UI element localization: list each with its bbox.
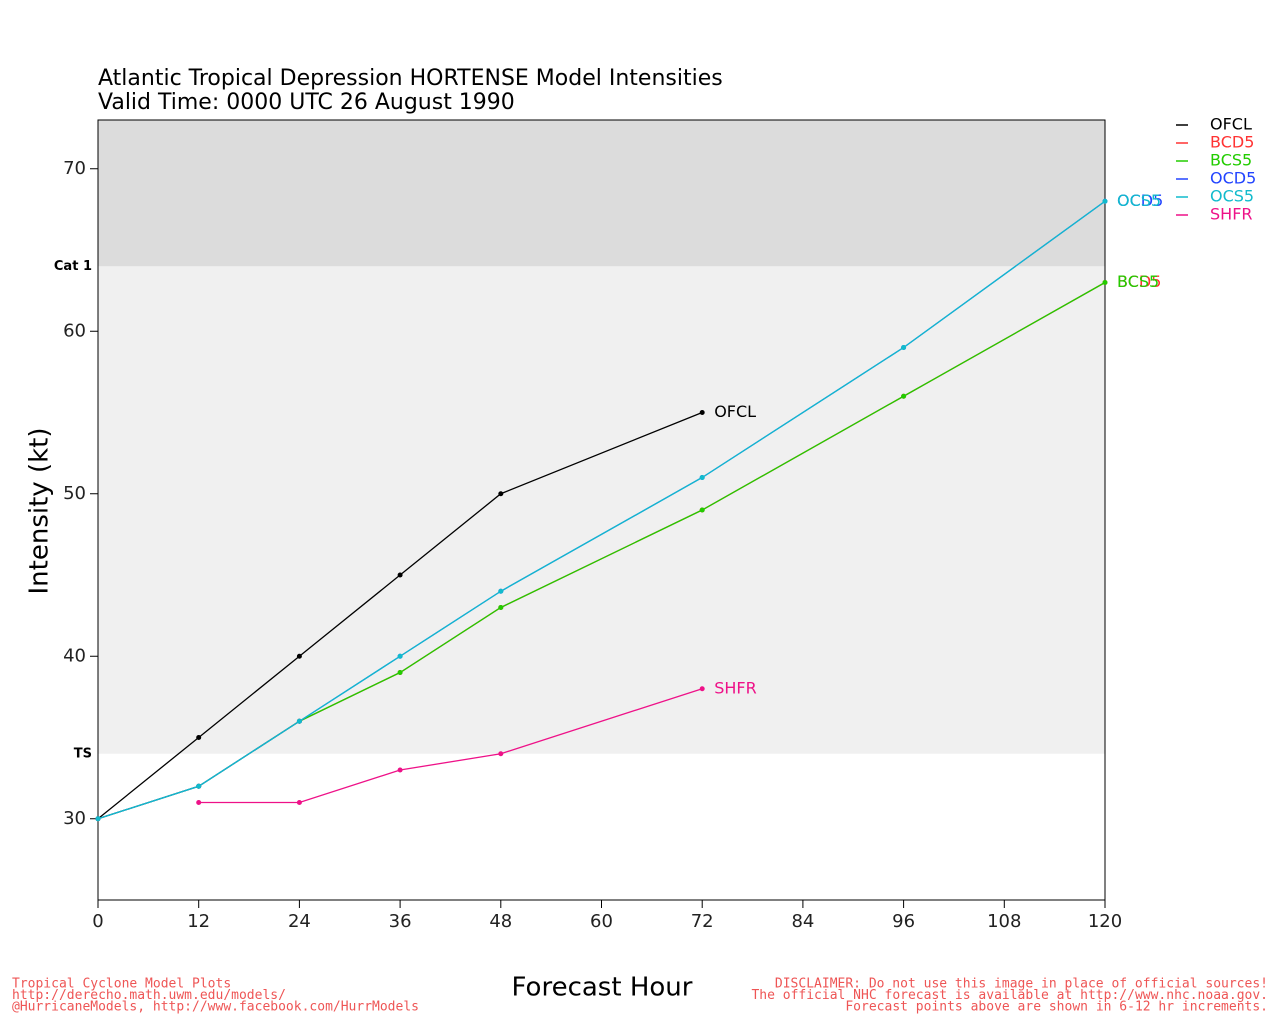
legend-label: BCD5 xyxy=(1210,133,1254,152)
footer-left: Tropical Cyclone Model Plots xyxy=(12,977,231,992)
legend-label: OCD5 xyxy=(1210,169,1256,188)
data-point xyxy=(1102,198,1108,204)
data-point xyxy=(1102,280,1108,285)
x-tick-label: 60 xyxy=(590,911,613,932)
y-tick-label: 60 xyxy=(63,320,86,341)
data-point xyxy=(196,783,202,789)
footer-left: @HurricaneModels, http://www.facebook.co… xyxy=(12,1000,419,1015)
x-tick-label: 72 xyxy=(691,911,714,932)
x-axis-label: Forecast Hour xyxy=(512,973,693,1003)
data-point xyxy=(95,816,101,822)
data-point xyxy=(699,475,705,480)
data-point xyxy=(699,507,705,513)
data-point xyxy=(296,800,302,805)
data-point xyxy=(498,588,504,594)
data-point xyxy=(397,653,403,659)
series-line xyxy=(97,411,703,820)
series-end-label: BCD5 xyxy=(1117,272,1161,291)
data-point xyxy=(196,735,202,740)
x-tick-label: 108 xyxy=(987,911,1021,932)
legend-label: SHFR xyxy=(1210,205,1253,224)
data-point xyxy=(397,767,403,773)
data-point xyxy=(397,670,403,675)
footer-right: The official NHC forecast is available a… xyxy=(751,988,1268,1003)
x-tick-label: 12 xyxy=(187,911,210,932)
data-point xyxy=(699,410,705,415)
data-point xyxy=(397,572,403,578)
x-tick-label: 24 xyxy=(288,911,311,932)
series-end-label: OCS5 xyxy=(1117,191,1161,210)
data-point xyxy=(498,751,504,757)
y-axis-label: Intensity (kt) xyxy=(25,428,55,595)
band-label: TS xyxy=(74,746,92,761)
data-point xyxy=(296,718,302,724)
series-end-label: OFCL xyxy=(714,402,756,421)
data-point xyxy=(196,800,202,805)
band-label: Cat 1 xyxy=(54,259,92,274)
data-point xyxy=(901,393,907,399)
x-tick-label: 84 xyxy=(791,911,814,932)
x-tick-label: 120 xyxy=(1088,911,1122,932)
data-point xyxy=(498,491,504,497)
intensity-band xyxy=(98,266,1105,754)
x-tick-label: 0 xyxy=(92,911,103,932)
data-point xyxy=(699,686,705,692)
x-tick-label: 96 xyxy=(892,911,915,932)
y-tick-label: 50 xyxy=(63,483,86,504)
data-point xyxy=(901,345,907,350)
legend-label: OFCL xyxy=(1210,115,1252,134)
intensity-band xyxy=(98,120,1105,267)
x-tick-label: 36 xyxy=(389,911,412,932)
data-point xyxy=(296,653,302,659)
series-end-label: BCS5 xyxy=(1117,272,1159,291)
footer-right: DISCLAIMER: Do not use this image in pla… xyxy=(775,977,1268,992)
chart-title: Atlantic Tropical Depression HORTENSE Mo… xyxy=(98,66,723,91)
series-end-label: SHFR xyxy=(714,678,757,697)
series-end-label: OCD5 xyxy=(1117,191,1163,210)
chart-subtitle: Valid Time: 0000 UTC 26 August 1990 xyxy=(98,90,515,115)
y-tick-label: 70 xyxy=(63,158,86,179)
footer-right: Forecast points above are shown in 6-12 … xyxy=(845,1000,1268,1015)
y-tick-label: 30 xyxy=(63,808,86,829)
footer-left: http://derecho.math.uwm.edu/models/ xyxy=(12,988,286,1003)
legend-label: BCS5 xyxy=(1210,151,1252,170)
data-point xyxy=(498,605,504,610)
legend-label: OCS5 xyxy=(1210,187,1254,206)
series-line xyxy=(97,200,1106,820)
y-tick-label: 40 xyxy=(63,645,86,666)
x-tick-label: 48 xyxy=(489,911,512,932)
